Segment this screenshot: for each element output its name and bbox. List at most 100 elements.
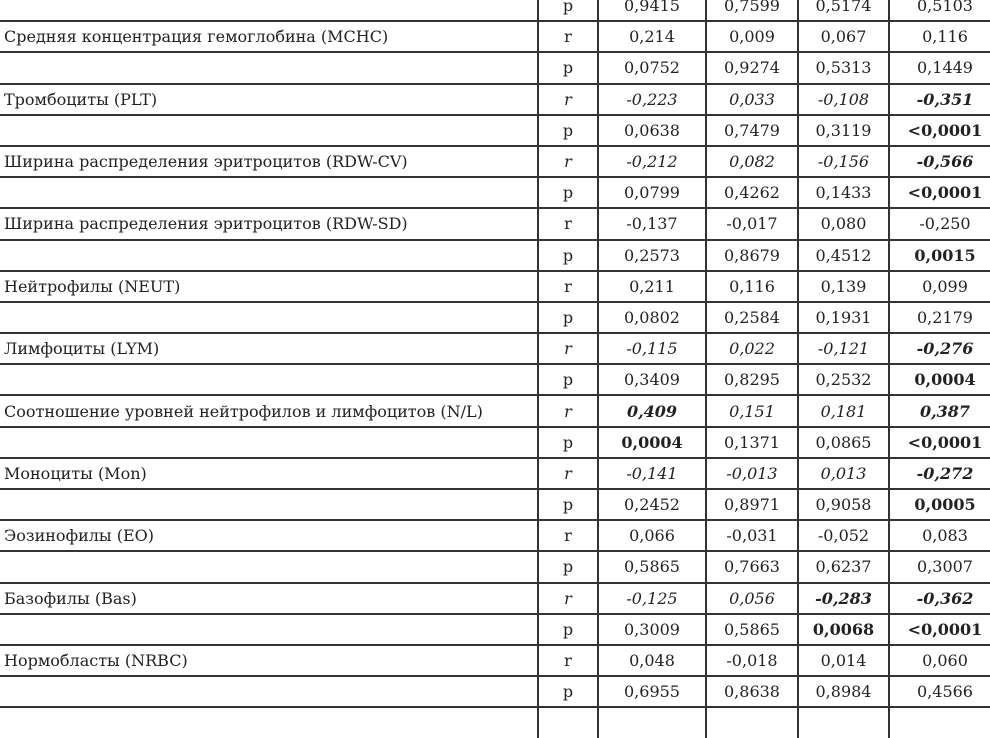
value-cell: 0,4512 — [798, 238, 890, 271]
value-cell: 0,0015 — [889, 238, 990, 271]
value-cell: -0,362 — [889, 581, 990, 614]
value-cell: 0,211 — [598, 269, 707, 302]
table-row: p 0,3409 0,8295 0,2532 0,0004 — [0, 363, 990, 396]
value-cell: 0,387 — [889, 394, 990, 427]
value-cell: 0,5174 — [798, 0, 890, 22]
value-cell: 0,116 — [889, 20, 990, 53]
value-cell: 0,060 — [889, 643, 990, 677]
table-row: p 0,5865 0,7663 0,6237 0,3007 — [0, 550, 990, 583]
indicator-label: Базофилы (Bas) — [0, 581, 539, 614]
value-cell: 0,033 — [706, 82, 799, 115]
value-cell: 0,009 — [706, 20, 799, 53]
value-cell: <0,0001 — [889, 176, 990, 209]
value-cell: -0,108 — [798, 82, 890, 115]
indicator-label: Ширина распределения эритроцитов (RDW-SD… — [0, 207, 539, 240]
value-cell: 0,6955 — [598, 675, 707, 708]
value-cell: 0,2573 — [598, 238, 707, 271]
value-cell: 0,1433 — [798, 176, 890, 209]
value-cell: 0,8295 — [706, 363, 799, 396]
value-cell: 0,139 — [798, 269, 890, 302]
value-cell: -0,141 — [598, 456, 707, 489]
value-cell: 0,7479 — [706, 113, 799, 146]
value-cell: -0,031 — [706, 519, 799, 552]
value-cell: 0,3119 — [798, 113, 890, 146]
value-cell: 0,080 — [798, 207, 890, 240]
value-cell: -0,250 — [889, 207, 990, 240]
value-cell: 0,099 — [889, 269, 990, 302]
value-cell: 0,9415 — [598, 0, 707, 22]
stat-type-cell: p — [538, 0, 599, 22]
table-row: Ширина распределения эритроцитов (RDW-CV… — [0, 144, 990, 178]
indicator-label: Соотношение уровней нейтрофилов и лимфоц… — [0, 394, 539, 427]
value-cell: 0,2452 — [598, 487, 707, 521]
stat-type-cell: r — [538, 643, 599, 677]
table-row: Моноциты (Mon) r -0,141 -0,013 0,013 -0,272 — [0, 456, 990, 489]
value-cell: 0,082 — [706, 144, 799, 178]
indicator-label: Моноциты (Mon) — [0, 456, 539, 489]
value-cell: 0,083 — [889, 519, 990, 552]
value-cell: -0,125 — [598, 581, 707, 614]
indicator-label — [0, 706, 539, 738]
indicator-label: Тромбоциты (PLT) — [0, 82, 539, 115]
value-cell: -0,283 — [798, 581, 890, 614]
table-row: Нейтрофилы (NEUT) r 0,211 0,116 0,139 0,099 — [0, 269, 990, 302]
value-cell: 0,048 — [598, 643, 707, 677]
indicator-label — [0, 675, 539, 708]
value-cell: 0,1449 — [889, 51, 990, 84]
value-cell: -0,276 — [889, 332, 990, 365]
value-cell: 0,8971 — [706, 487, 799, 521]
table-row: Нормобласты (NRBC) r 0,048 -0,018 0,014 0,060 — [0, 643, 990, 677]
value-cell: 0,9058 — [798, 487, 890, 521]
indicator-label: Нейтрофилы (NEUT) — [0, 269, 539, 302]
value-cell: -0,013 — [706, 456, 799, 489]
value-cell: -0,121 — [798, 332, 890, 365]
table-row: p 0,0638 0,7479 0,3119 <0,0001 — [0, 113, 990, 146]
value-cell: 0,4262 — [706, 176, 799, 209]
stat-type-cell: p — [538, 550, 599, 583]
value-cell: 0,2532 — [798, 363, 890, 396]
indicator-label — [0, 550, 539, 583]
value-cell: 0,4566 — [889, 675, 990, 708]
indicator-label — [0, 487, 539, 521]
stat-type-cell: r — [538, 144, 599, 178]
value-cell: -0,017 — [706, 207, 799, 240]
value-cell: 0,8638 — [706, 675, 799, 708]
value-cell: 0,1371 — [706, 425, 799, 458]
table-row: p 0,0752 0,9274 0,5313 0,1449 — [0, 51, 990, 84]
value-cell: <0,0001 — [889, 425, 990, 458]
value-cell: 0,409 — [598, 394, 707, 427]
stat-type-cell: r — [538, 82, 599, 115]
value-cell: 0,022 — [706, 332, 799, 365]
value-cell: 0,3409 — [598, 363, 707, 396]
value-cell: 0,7599 — [706, 0, 799, 22]
table-row: p 0,3009 0,5865 0,0068 <0,0001 — [0, 612, 990, 645]
stat-type-cell: p — [538, 612, 599, 645]
value-cell: 0,0799 — [598, 176, 707, 209]
indicator-label — [0, 612, 539, 645]
value-cell: 0,067 — [798, 20, 890, 53]
value-cell: 0,0638 — [598, 113, 707, 146]
value-cell: 0,0752 — [598, 51, 707, 84]
indicator-label — [0, 425, 539, 458]
table-row: p 0,2452 0,8971 0,9058 0,0005 — [0, 487, 990, 521]
value-cell: 0,0005 — [889, 487, 990, 521]
stat-type-cell — [538, 706, 599, 738]
value-cell: 0,013 — [798, 456, 890, 489]
value-cell: <0,0001 — [889, 113, 990, 146]
value-cell: 0,3009 — [598, 612, 707, 645]
value-cell: 0,3007 — [889, 550, 990, 583]
stat-type-cell: p — [538, 113, 599, 146]
value-cell: 0,7663 — [706, 550, 799, 583]
value-cell: 0,0802 — [598, 300, 707, 334]
value-cell: 0,8679 — [706, 238, 799, 271]
value-cell: -0,052 — [798, 519, 890, 552]
table-row: p 0,2573 0,8679 0,4512 0,0015 — [0, 238, 990, 271]
table-row: Средняя концентрация гемоглобина (MCHC) r… — [0, 20, 990, 53]
value-cell: 0,0004 — [889, 363, 990, 396]
value-cell: -0,115 — [598, 332, 707, 365]
value-cell: <0,0001 — [889, 612, 990, 645]
table-row: p 0,0799 0,4262 0,1433 <0,0001 — [0, 176, 990, 209]
value-cell: 0,0068 — [798, 612, 890, 645]
table-row: p 0,9415 0,7599 0,5174 0,5103 — [0, 0, 990, 22]
